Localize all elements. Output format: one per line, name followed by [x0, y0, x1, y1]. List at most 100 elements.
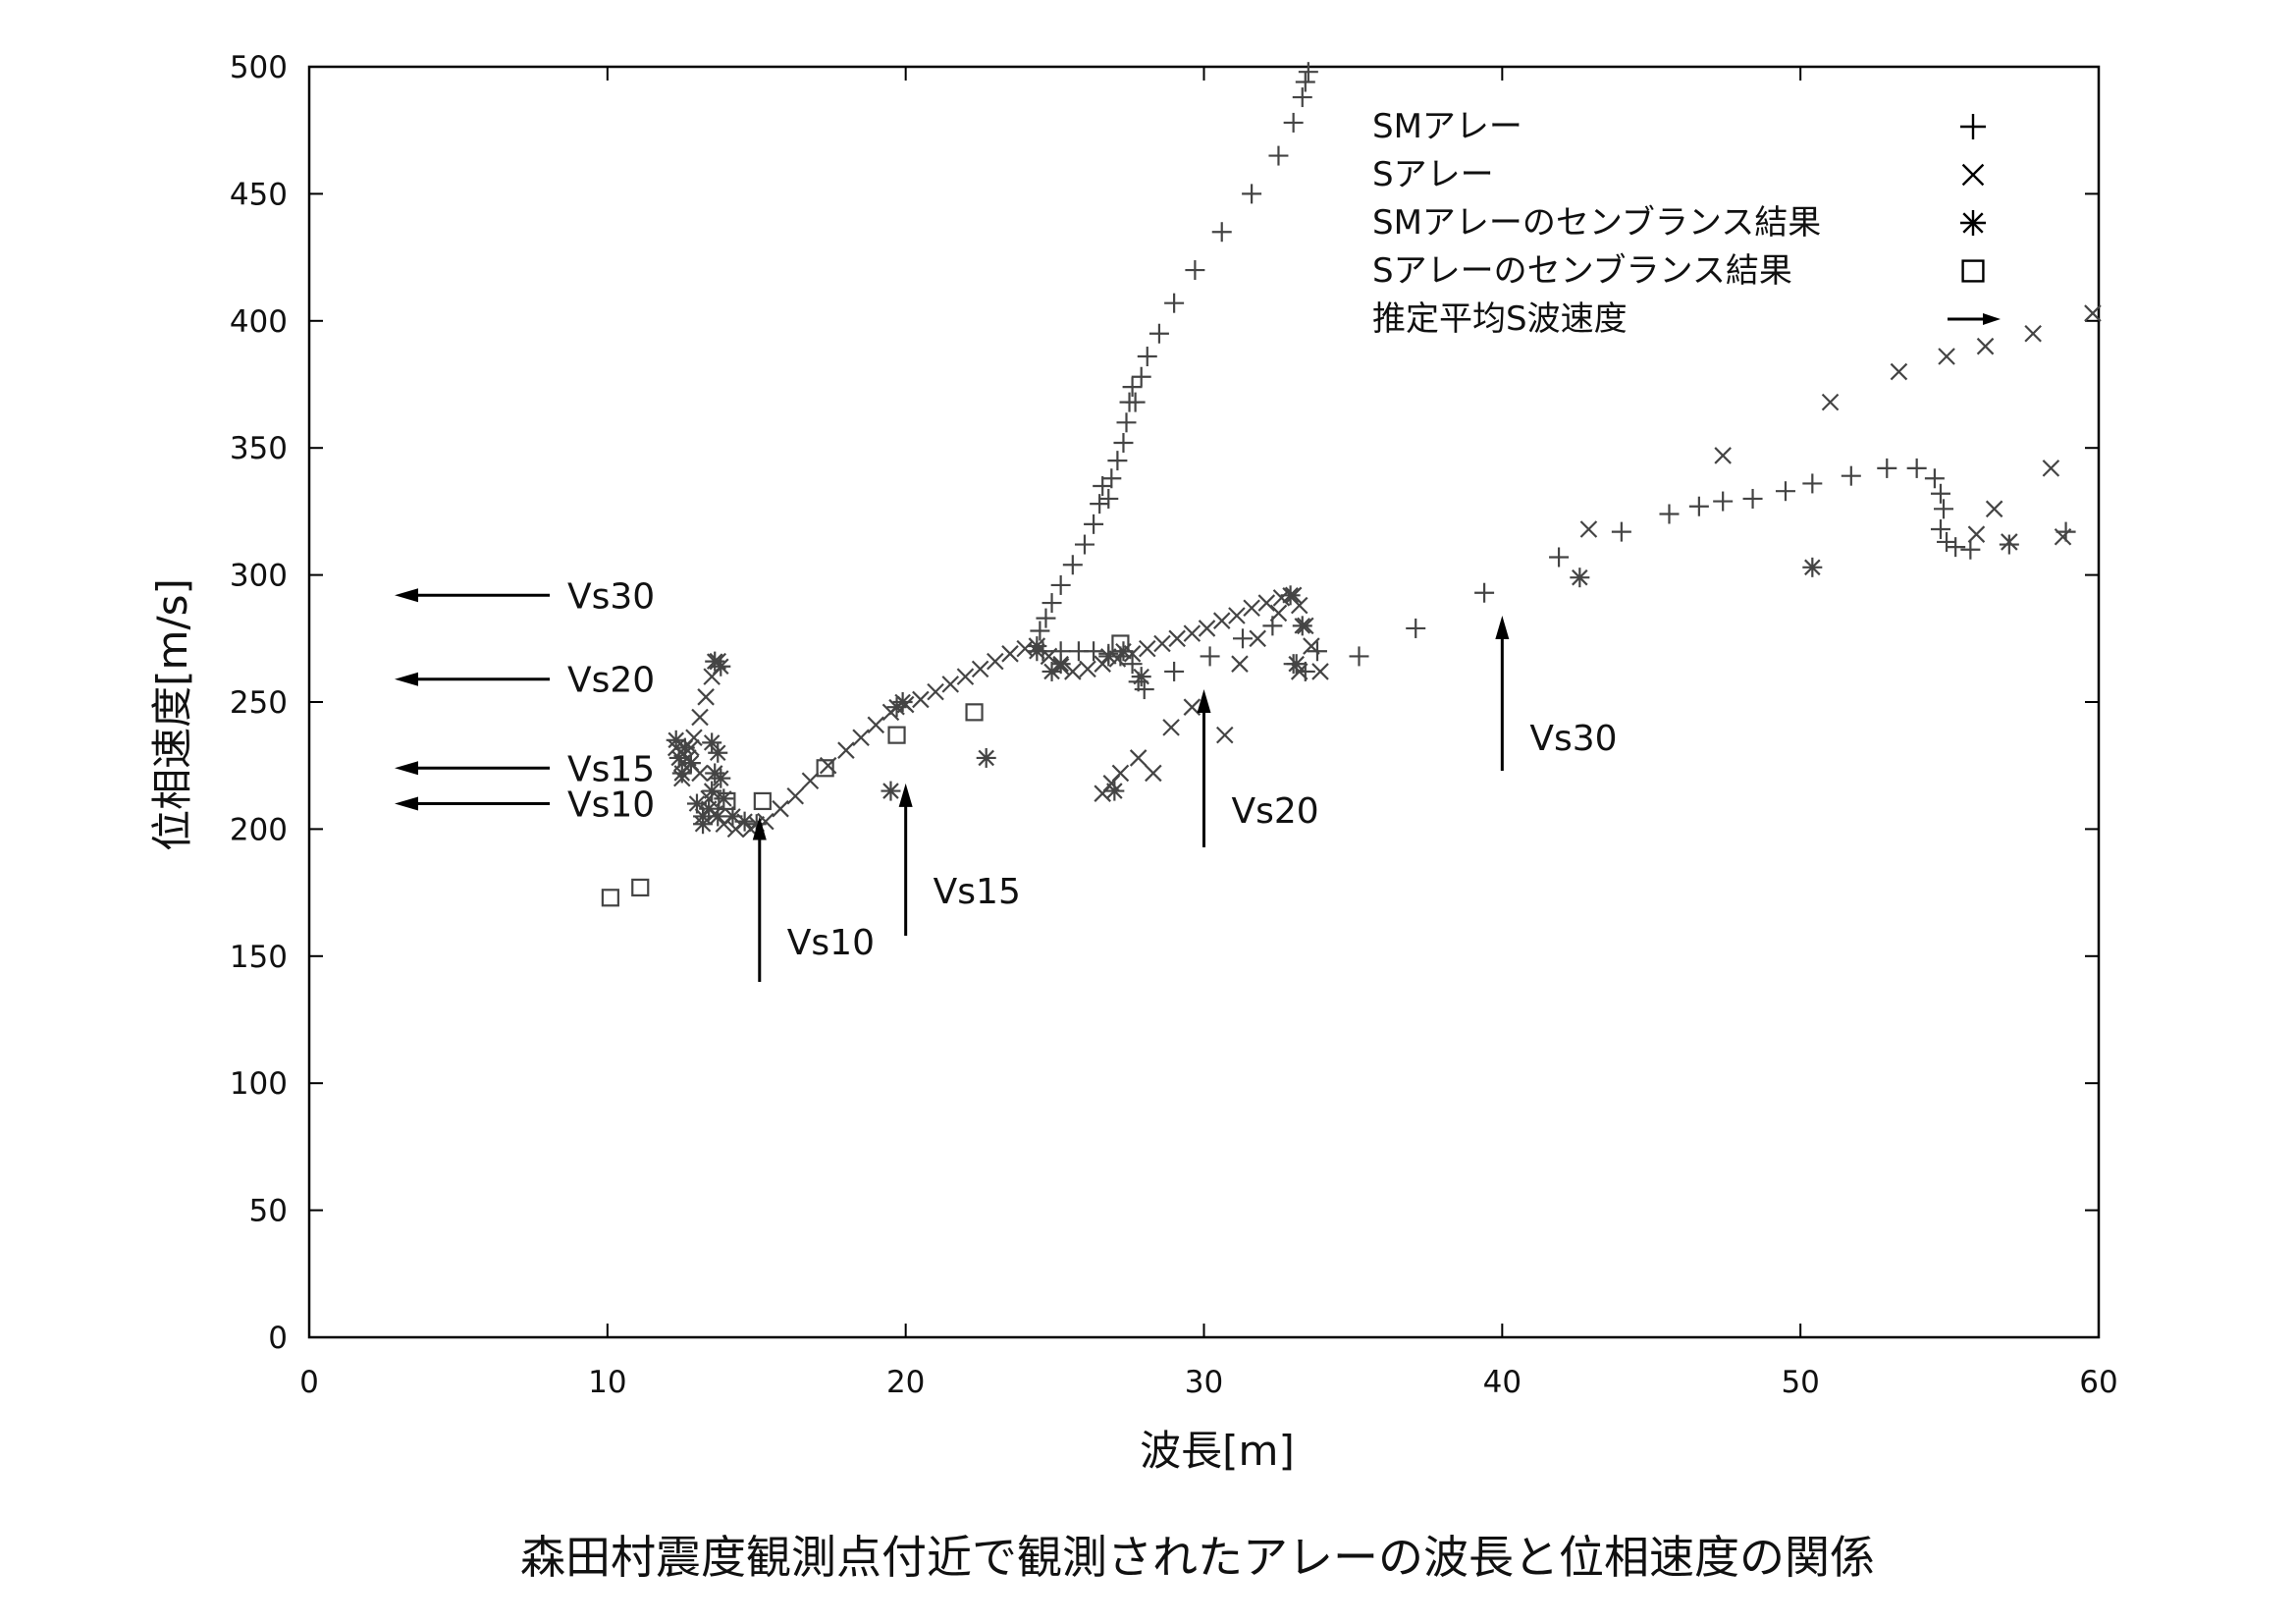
point-cross	[1129, 749, 1148, 767]
point-plus	[1098, 488, 1119, 509]
point-plus	[1242, 184, 1262, 204]
arrow-head	[752, 816, 767, 840]
point-asterisk	[976, 747, 996, 768]
point-asterisk	[1292, 616, 1312, 636]
point-plus	[1107, 451, 1128, 471]
legend-symbol	[1961, 259, 1985, 283]
point-plus	[1549, 547, 1570, 568]
point-cross	[1243, 599, 1260, 618]
point-plus	[1930, 519, 1950, 540]
point-plus	[1999, 534, 2019, 555]
point-cross	[1967, 525, 1986, 543]
x-tick-label: 40	[1483, 1365, 1522, 1400]
y-tick-label: 500	[230, 50, 288, 85]
point-asterisk	[1286, 654, 1307, 675]
point-asterisk	[693, 814, 714, 835]
point-plus	[1211, 222, 1232, 243]
point-square	[1111, 634, 1130, 653]
point-asterisk	[711, 768, 731, 788]
annotation-label: Vs10	[787, 923, 875, 963]
point-square	[718, 791, 736, 811]
point-plus	[1841, 465, 1861, 486]
point-plus	[1164, 293, 1185, 313]
legend-entry: Sアレー	[1372, 155, 1985, 194]
y-tick-label: 50	[249, 1194, 288, 1229]
point-cross	[1976, 337, 1995, 355]
point-square	[816, 759, 834, 778]
point-cross	[1138, 639, 1156, 658]
point-plus	[1122, 654, 1143, 675]
point-cross	[1064, 663, 1082, 680]
point-plus	[1934, 499, 1954, 519]
point-asterisk	[671, 763, 692, 784]
point-cross	[1079, 660, 1096, 678]
point-cross	[697, 688, 715, 706]
point-cross	[1162, 719, 1180, 736]
point-cross	[772, 799, 789, 818]
annotation-label: Vs15	[567, 749, 655, 789]
point-cross	[801, 772, 820, 790]
point-plus	[1688, 496, 1709, 516]
y-tick-label: 400	[230, 304, 288, 340]
point-plus	[1084, 514, 1104, 534]
point-plus	[1713, 491, 1734, 512]
point-plus	[1164, 661, 1185, 681]
point-cross	[691, 708, 709, 727]
point-cross	[941, 676, 960, 693]
point-plus	[1775, 481, 1795, 502]
arrow-head	[898, 783, 913, 807]
point-plus	[1877, 458, 1897, 478]
annotation-arrow: Vs20	[1197, 689, 1319, 847]
annotation-arrow: Vs10	[395, 785, 655, 826]
legend-entry: Sアレーのセンブランス結果	[1372, 251, 1985, 291]
point-plus	[1474, 582, 1495, 603]
point-plus	[1137, 347, 1157, 367]
point-cross	[1579, 520, 1598, 538]
arrow-head	[395, 796, 418, 811]
point-asterisk	[881, 781, 901, 801]
point-plus	[1937, 531, 1957, 552]
point-cross	[1821, 393, 1840, 411]
arrow-head	[1197, 689, 1211, 714]
point-cross	[912, 690, 930, 709]
point-cross	[1016, 639, 1034, 658]
x-tick-label: 10	[588, 1365, 626, 1400]
point-plus	[1134, 679, 1154, 700]
point-square	[631, 878, 650, 897]
y-tick-label: 350	[230, 431, 288, 466]
annotation-arrow: Vs10	[752, 816, 875, 982]
legend-entry: SMアレーのセンブランス結果	[1372, 203, 1986, 243]
point-asterisk	[1104, 781, 1125, 801]
arrow-head	[395, 588, 418, 603]
point-asterisk	[892, 692, 913, 712]
point-cross	[1145, 764, 1162, 783]
point-cross	[1938, 348, 1955, 365]
series-cross	[667, 304, 2102, 839]
point-plus	[1041, 593, 1062, 614]
data-points	[601, 62, 2102, 907]
x-tick-label: 30	[1185, 1365, 1223, 1400]
arrow-head	[395, 672, 418, 686]
point-asterisk	[1802, 557, 1823, 577]
point-cross	[1257, 594, 1276, 612]
point-plus	[1742, 488, 1763, 509]
point-plus	[1960, 539, 1981, 560]
annotation-label: Vs30	[1529, 719, 1617, 759]
legend: SMアレー Sアレー SMアレーのセンブランス結果 Sアレーのセンブランス結果推定平均…	[1372, 107, 2001, 339]
point-plus	[1113, 433, 1134, 454]
point-plus	[1659, 504, 1680, 524]
point-cross	[927, 682, 944, 701]
point-cross	[1890, 362, 1908, 381]
point-cross	[1001, 645, 1019, 663]
point-cross	[1111, 764, 1130, 783]
y-tick-label: 150	[230, 940, 288, 975]
point-cross	[2024, 324, 2042, 343]
point-cross	[1714, 447, 1732, 464]
arrow-head	[395, 761, 418, 776]
point-plus	[1906, 458, 1927, 478]
point-cross	[1231, 655, 1249, 673]
point-cross	[1183, 624, 1201, 642]
point-plus	[1349, 646, 1369, 667]
